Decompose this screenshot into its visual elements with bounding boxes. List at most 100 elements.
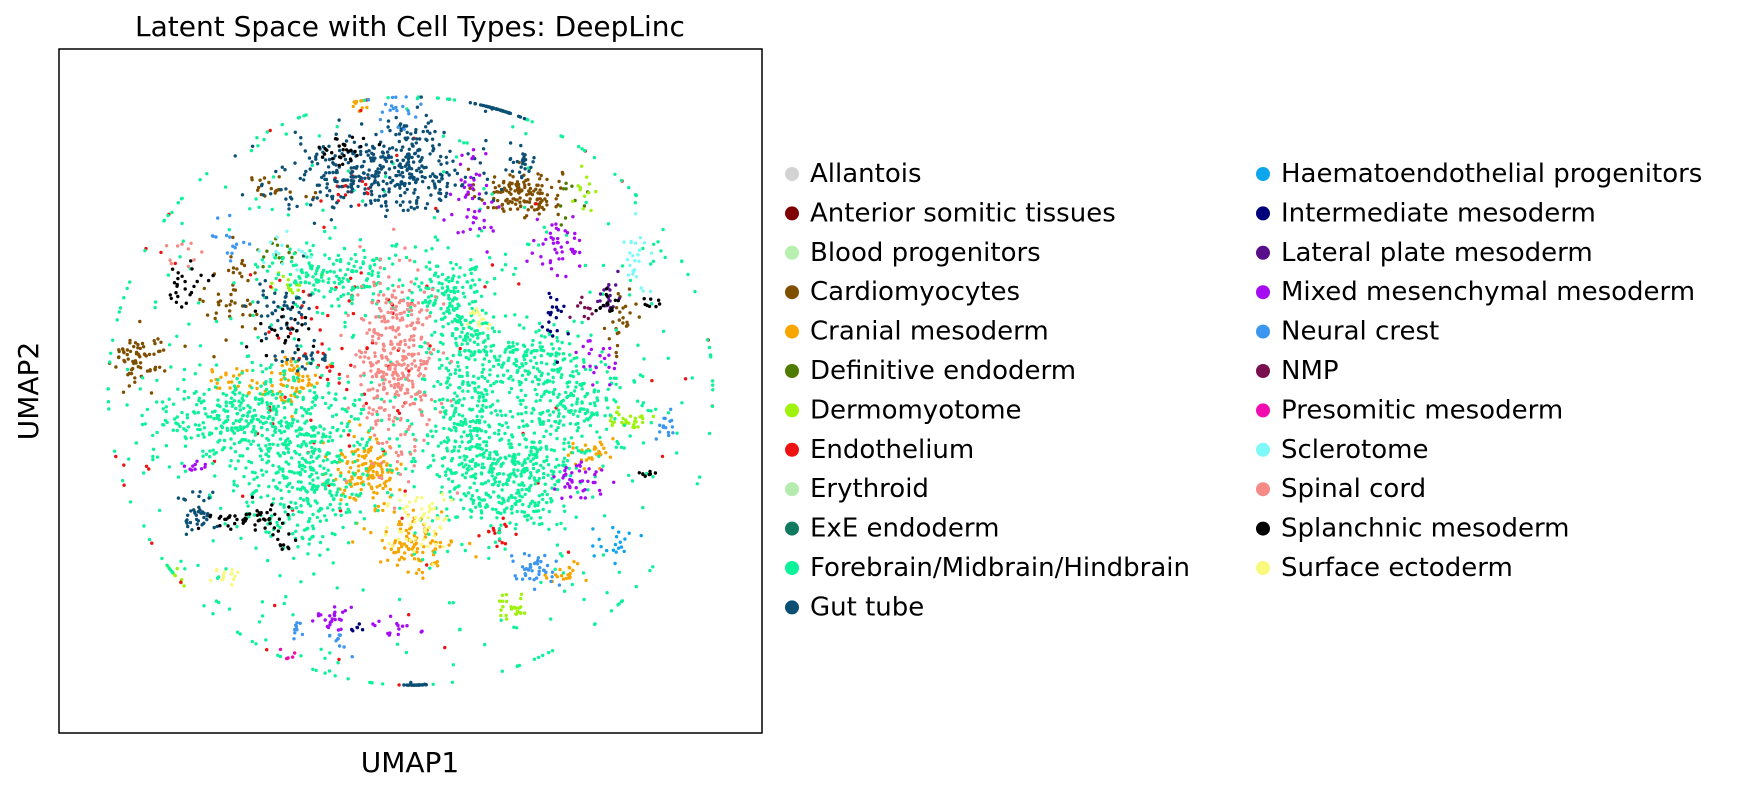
point: [456, 401, 460, 405]
point: [365, 473, 369, 477]
point: [311, 428, 316, 432]
point: [574, 515, 578, 519]
point: [419, 362, 423, 367]
point: [509, 187, 513, 191]
point: [229, 380, 234, 384]
point: [335, 201, 339, 205]
point: [420, 164, 424, 168]
point: [466, 380, 470, 385]
point: [489, 383, 493, 388]
point: [621, 306, 625, 310]
point: [182, 377, 186, 382]
point: [346, 161, 350, 165]
point: [554, 305, 559, 309]
point: [561, 257, 565, 261]
point: [549, 424, 553, 428]
point: [466, 207, 471, 212]
point: [546, 352, 550, 356]
point: [289, 316, 293, 321]
point: [233, 467, 238, 471]
point: [580, 295, 584, 299]
point: [351, 269, 355, 274]
point: [268, 521, 272, 526]
point: [376, 167, 380, 171]
point: [387, 380, 392, 384]
point: [380, 441, 385, 446]
point: [318, 328, 322, 332]
point: [117, 355, 121, 359]
point: [620, 264, 625, 268]
point: [487, 359, 491, 364]
point: [483, 109, 488, 114]
point: [405, 387, 409, 392]
point: [473, 267, 477, 272]
point: [462, 338, 466, 342]
point: [342, 154, 346, 158]
point: [389, 351, 393, 355]
point: [450, 680, 455, 684]
point: [266, 459, 271, 463]
point: [346, 433, 351, 437]
point: [513, 606, 517, 610]
point: [457, 352, 462, 357]
point: [256, 185, 261, 190]
point: [540, 345, 544, 349]
point: [510, 200, 514, 205]
point: [543, 482, 547, 486]
point: [270, 261, 275, 265]
point: [372, 328, 376, 332]
point: [314, 157, 318, 161]
point: [274, 396, 278, 400]
point: [501, 472, 506, 476]
point: [394, 148, 398, 152]
point: [527, 200, 532, 204]
point: [457, 275, 461, 279]
point: [542, 434, 546, 439]
point: [325, 365, 329, 369]
point: [577, 463, 582, 467]
point: [525, 242, 530, 246]
point: [480, 321, 485, 326]
point: [457, 374, 462, 378]
point: [357, 464, 361, 468]
point: [357, 398, 362, 402]
point: [469, 327, 474, 331]
point: [253, 523, 257, 527]
point: [355, 482, 360, 486]
point: [322, 295, 326, 299]
point: [578, 188, 582, 192]
point: [431, 172, 435, 176]
point: [265, 648, 269, 652]
point: [583, 470, 588, 474]
point: [321, 534, 325, 539]
point: [302, 407, 307, 412]
point: [379, 397, 384, 401]
point: [421, 179, 425, 184]
point: [367, 149, 371, 153]
point: [295, 268, 299, 272]
point: [148, 368, 152, 372]
point: [249, 460, 254, 465]
point: [474, 172, 478, 176]
point: [386, 310, 390, 315]
point: [705, 338, 710, 342]
point: [386, 427, 391, 432]
point: [233, 450, 238, 454]
point: [648, 289, 653, 294]
point: [508, 141, 513, 145]
point: [218, 299, 223, 303]
point: [280, 398, 284, 402]
point: [525, 518, 530, 522]
point: [569, 359, 573, 363]
point: [345, 409, 349, 414]
point: [247, 512, 252, 516]
point: [561, 172, 565, 176]
point: [244, 512, 248, 516]
point: [371, 152, 376, 157]
point: [285, 484, 289, 489]
point: [492, 354, 497, 359]
point: [556, 408, 561, 412]
point: [301, 414, 305, 418]
point: [372, 258, 376, 263]
point: [237, 380, 242, 385]
